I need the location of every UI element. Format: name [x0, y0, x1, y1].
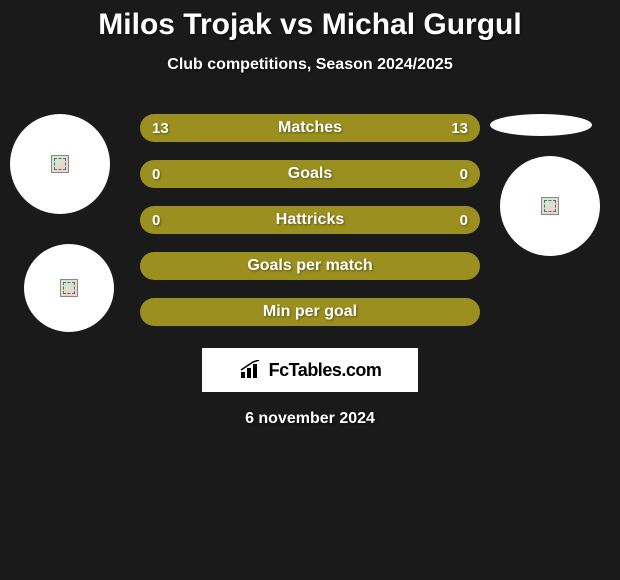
date-text: 6 november 2024 [0, 410, 620, 428]
infographic-container: Milos Trojak vs Michal Gurgul Club compe… [0, 0, 620, 428]
stat-left-value: 13 [152, 120, 176, 137]
player2-club-avatar [500, 156, 600, 256]
stat-label: Hattricks [276, 211, 344, 229]
stat-right-value: 0 [444, 166, 468, 183]
stat-label: Goals per match [247, 257, 372, 275]
stat-row-min-per-goal: Min per goal [140, 298, 480, 326]
stat-row-goals: 0 Goals 0 [140, 160, 480, 188]
stat-right-value: 0 [444, 212, 468, 229]
subtitle: Club competitions, Season 2024/2025 [0, 56, 620, 74]
watermark: FcTables.com [202, 348, 418, 392]
player1-club-avatar [24, 244, 114, 332]
stat-right-value: 13 [444, 120, 468, 137]
stat-row-hattricks: 0 Hattricks 0 [140, 206, 480, 234]
stat-left-value: 0 [152, 212, 176, 229]
page-title: Milos Trojak vs Michal Gurgul [0, 8, 620, 42]
broken-image-icon [51, 155, 69, 173]
stat-label: Goals [288, 165, 332, 183]
stats-area: 13 Matches 13 0 Goals 0 0 Hattricks 0 Go… [0, 114, 620, 334]
player2-avatar-flat [490, 114, 592, 136]
stat-label: Matches [278, 119, 342, 137]
stat-row-goals-per-match: Goals per match [140, 252, 480, 280]
watermark-text: FcTables.com [269, 360, 382, 381]
chart-icon [239, 360, 265, 380]
stat-rows: 13 Matches 13 0 Goals 0 0 Hattricks 0 Go… [140, 114, 480, 344]
broken-image-icon [60, 279, 78, 297]
stat-left-value: 0 [152, 166, 176, 183]
stat-label: Min per goal [263, 303, 357, 321]
player1-avatar [10, 114, 110, 214]
broken-image-icon [541, 197, 559, 215]
stat-row-matches: 13 Matches 13 [140, 114, 480, 142]
